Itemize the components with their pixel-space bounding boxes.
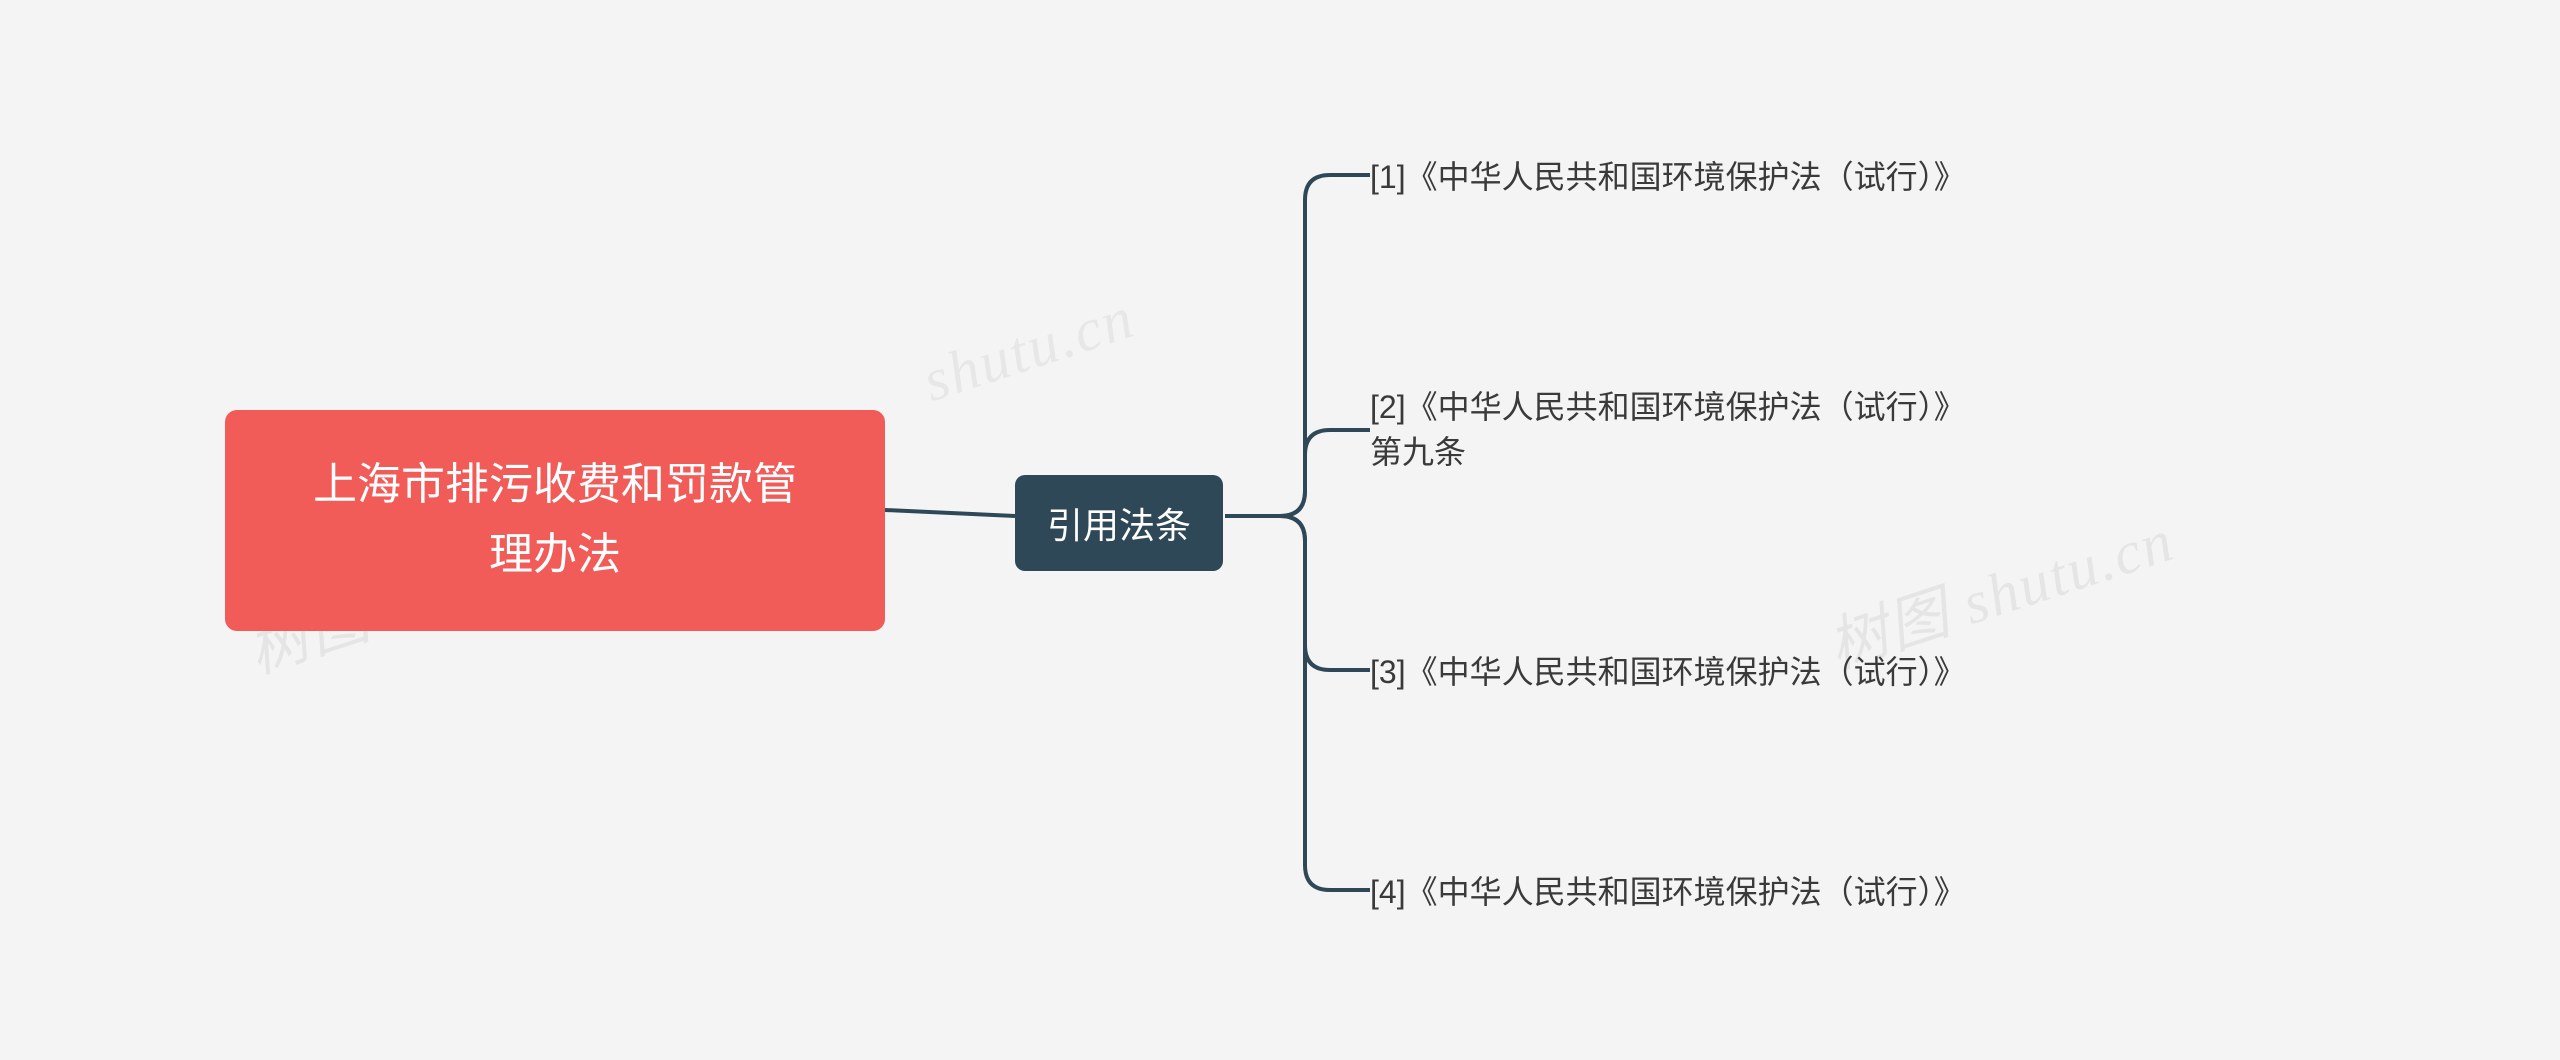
leaf-text: [3]《中华人民共和国环境保护法（试行）》 <box>1370 654 1966 690</box>
mindmap-container: 树图 shutu.cn shutu.cn 树图 shutu.cn 上海市排污收费… <box>0 0 2560 1060</box>
leaf-node-1[interactable]: [1]《中华人民共和国环境保护法（试行）》 <box>1370 155 1966 200</box>
leaf-text-line2: 第九条 <box>1370 434 1466 470</box>
leaf-node-2[interactable]: [2]《中华人民共和国环境保护法（试行）》 第九条 <box>1370 385 1966 475</box>
leaf-node-3[interactable]: [3]《中华人民共和国环境保护法（试行）》 <box>1370 650 1966 695</box>
root-text-line1: 上海市排污收费和罚款管 <box>313 460 797 509</box>
leaf-node-4[interactable]: [4]《中华人民共和国环境保护法（试行）》 <box>1370 870 1966 915</box>
watermark-2: shutu.cn <box>915 283 1143 416</box>
root-node[interactable]: 上海市排污收费和罚款管 理办法 <box>225 410 885 631</box>
root-text-line2: 理办法 <box>489 530 621 579</box>
leaf-text: [2]《中华人民共和国环境保护法（试行）》 <box>1370 389 1966 425</box>
branch-text: 引用法条 <box>1047 505 1191 546</box>
leaf-text: [4]《中华人民共和国环境保护法（试行）》 <box>1370 874 1966 910</box>
branch-node[interactable]: 引用法条 <box>1015 475 1223 571</box>
leaf-text: [1]《中华人民共和国环境保护法（试行）》 <box>1370 159 1966 195</box>
watermark-text: shutu.cn <box>915 284 1142 414</box>
